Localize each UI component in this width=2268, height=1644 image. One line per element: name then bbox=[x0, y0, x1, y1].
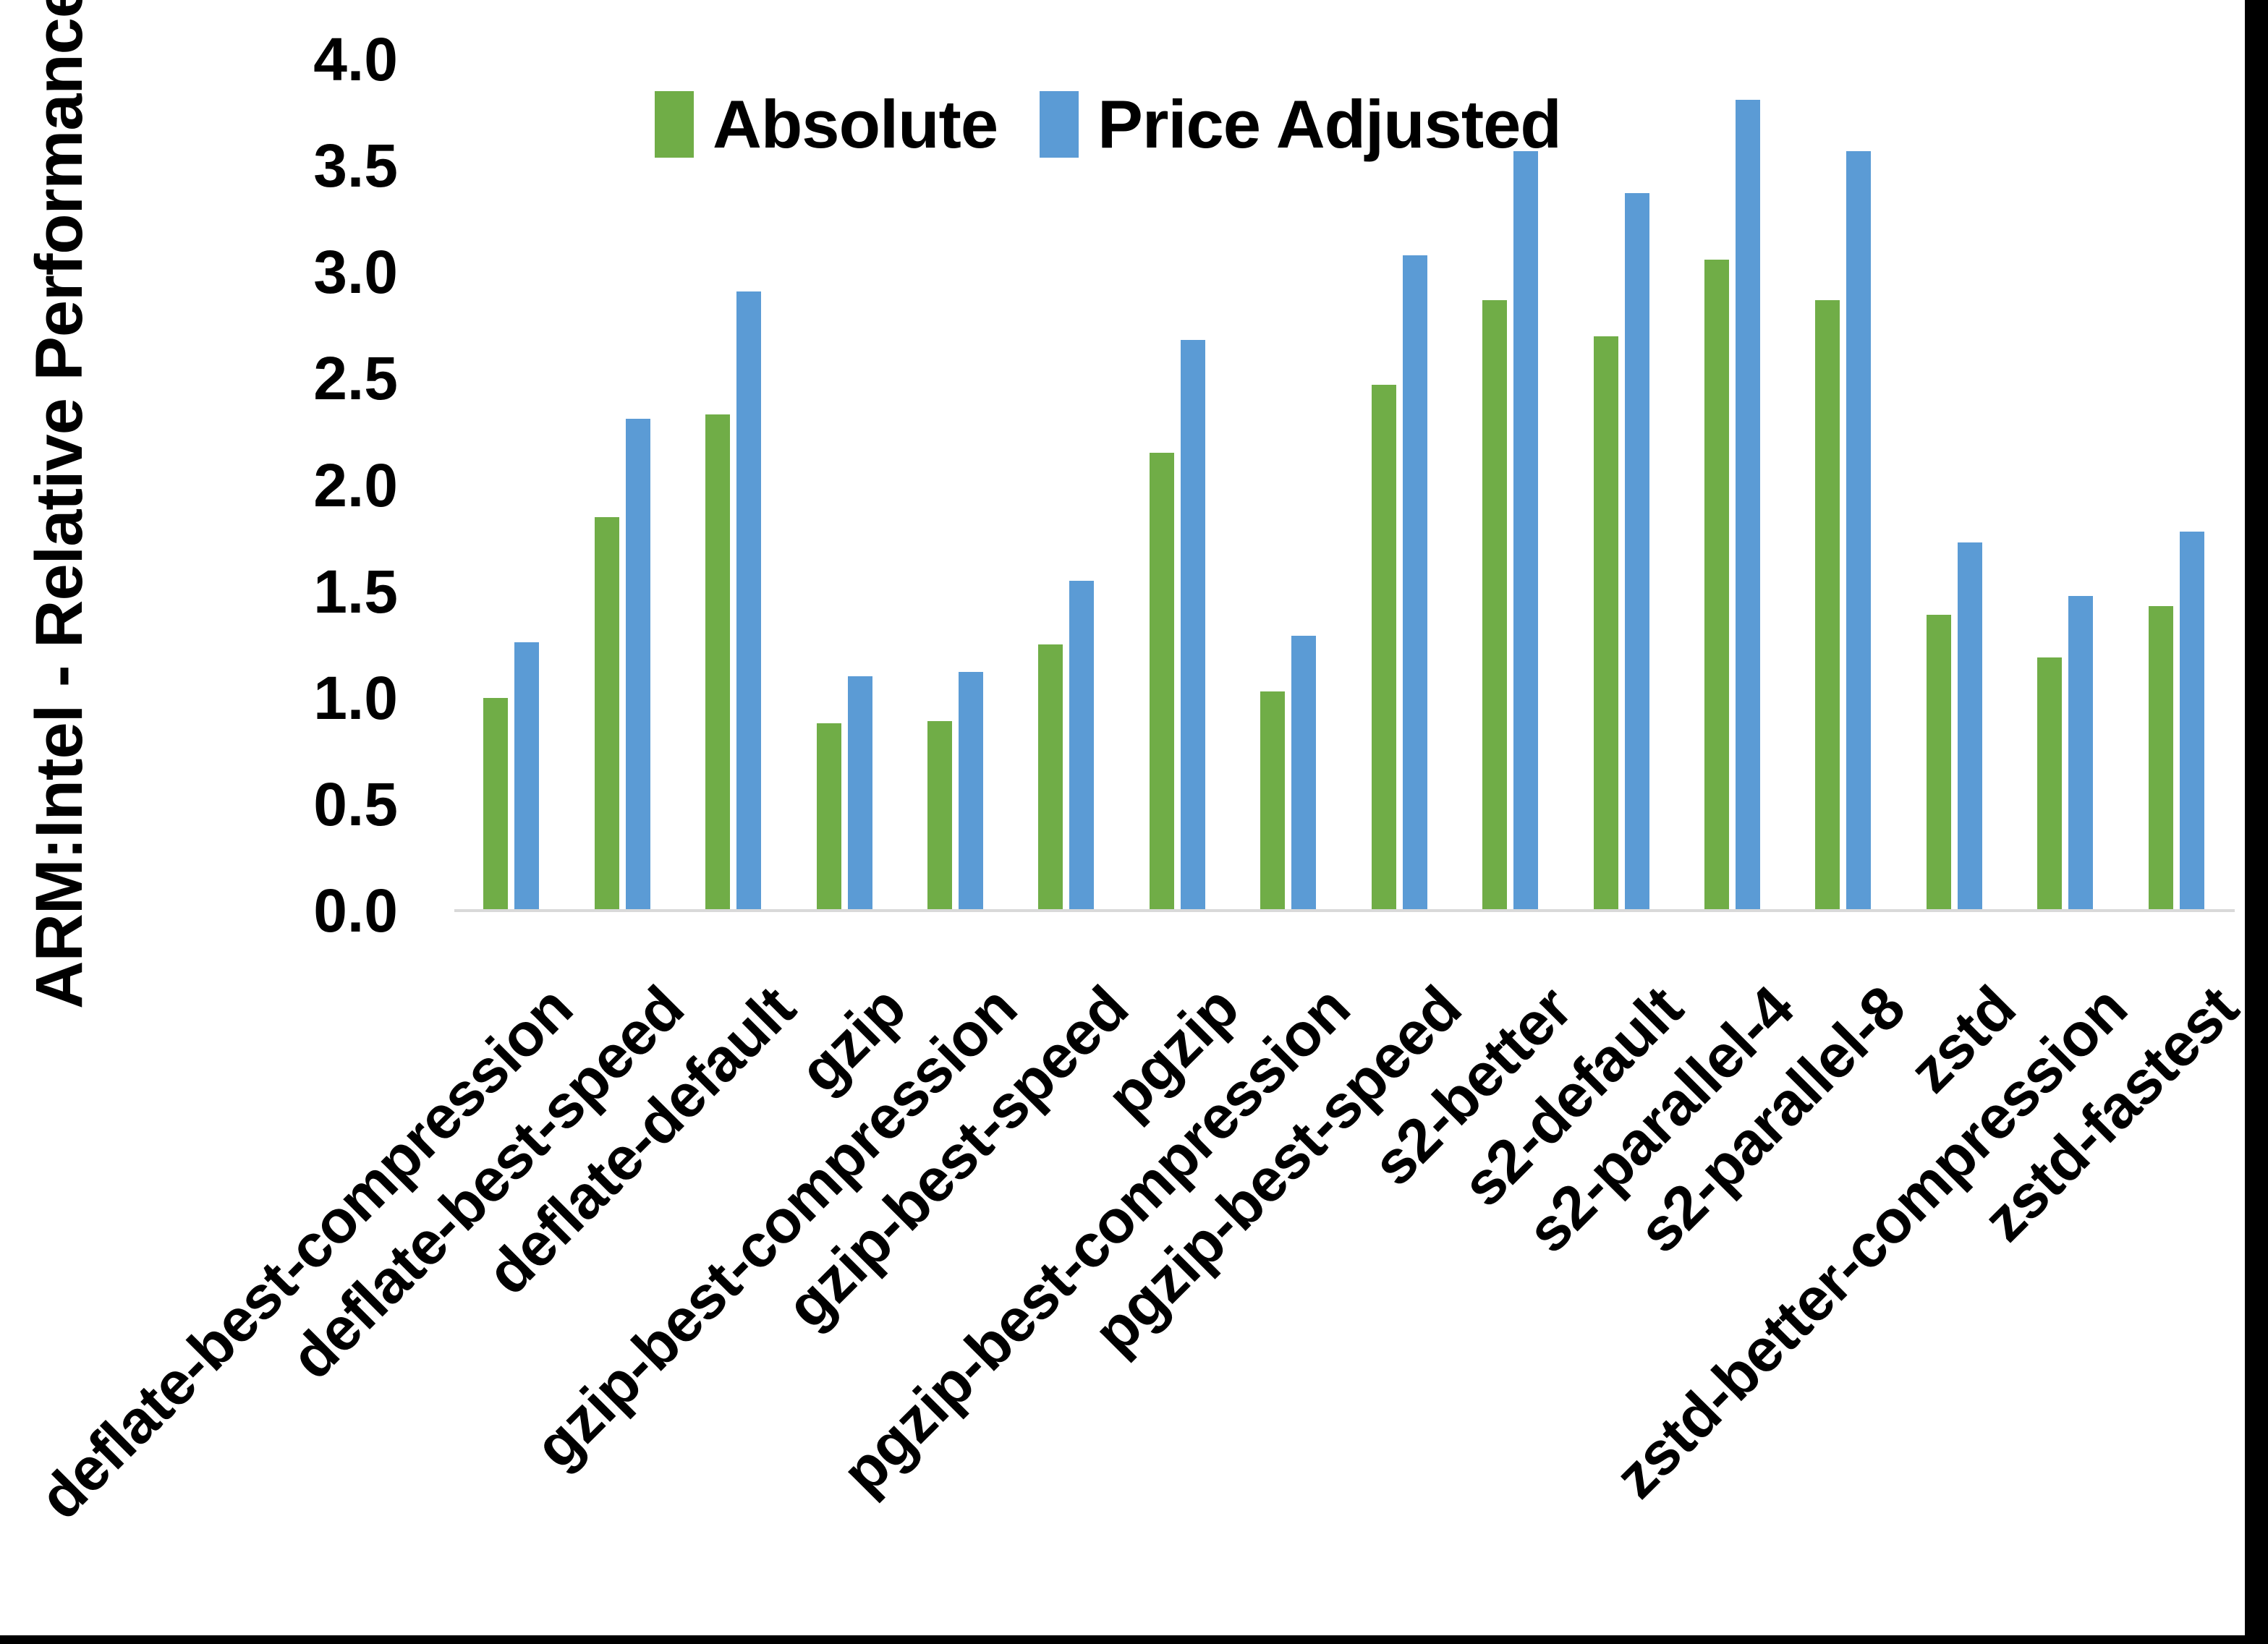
bar-price-adjusted-zstd-better-compression bbox=[2068, 595, 2094, 911]
bar-price-adjusted-s2-default bbox=[1624, 193, 1649, 911]
bar-price-adjusted-s2-parallel-4 bbox=[1736, 99, 1761, 911]
bar-price-adjusted-deflate-best-speed bbox=[625, 419, 650, 911]
bar-price-adjusted-s2-better bbox=[1513, 150, 1539, 911]
y-axis-title: ARM:Intel - Relative Performance bbox=[22, 0, 96, 1009]
bar-absolute-gzip bbox=[816, 723, 841, 911]
bar-price-adjusted-pgzip-best-speed bbox=[1402, 255, 1427, 911]
y-axis-tick-label: 2.5 bbox=[313, 344, 398, 413]
bar-price-adjusted-deflate-default bbox=[736, 291, 762, 911]
y-axis-tick-label: 3.0 bbox=[313, 238, 398, 307]
bar-absolute-s2-parallel-4 bbox=[1704, 259, 1730, 911]
y-axis-tick-label: 1.5 bbox=[313, 557, 398, 626]
bar-absolute-zstd-better-compression bbox=[2037, 657, 2063, 911]
bar-absolute-s2-better bbox=[1482, 299, 1508, 911]
bar-absolute-pgzip-best-compression bbox=[1260, 691, 1286, 911]
y-axis-tick-label: 3.5 bbox=[313, 132, 398, 200]
bar-price-adjusted-gzip bbox=[847, 676, 872, 911]
bar-price-adjusted-pgzip bbox=[1180, 340, 1205, 911]
y-axis-tick-label: 0.0 bbox=[313, 877, 398, 945]
legend-key-swatch bbox=[655, 91, 694, 158]
y-axis-tick-label: 0.5 bbox=[313, 770, 398, 838]
y-axis-tick-label: 4.0 bbox=[313, 25, 398, 93]
bar-absolute-gzip-best-speed bbox=[1038, 644, 1063, 911]
bar-absolute-zstd bbox=[1926, 614, 1951, 911]
bar-price-adjusted-gzip-best-speed bbox=[1069, 580, 1095, 911]
x-axis-line bbox=[454, 909, 2235, 912]
bar-absolute-gzip-best-compression bbox=[927, 721, 952, 911]
bar-price-adjusted-s2-parallel-8 bbox=[1846, 150, 1872, 911]
bar-price-adjusted-gzip-best-compression bbox=[958, 672, 983, 911]
screen-edge-right bbox=[2245, 0, 2268, 1644]
bar-price-adjusted-zstd bbox=[1957, 542, 1982, 911]
legend-item-price-adjusted: Price Adjusted bbox=[1040, 81, 1562, 168]
legend-label: Price Adjusted bbox=[1097, 86, 1562, 162]
bar-absolute-zstd-fastest bbox=[2148, 606, 2173, 911]
bar-absolute-deflate-default bbox=[705, 414, 731, 911]
legend-key-swatch bbox=[1040, 91, 1079, 158]
bar-price-adjusted-zstd-fastest bbox=[2179, 532, 2204, 911]
bar-absolute-pgzip-best-speed bbox=[1371, 385, 1396, 911]
screen-edge-bottom bbox=[0, 1635, 2268, 1644]
y-axis-tick-label: 1.0 bbox=[313, 663, 398, 732]
bar-absolute-s2-parallel-8 bbox=[1815, 299, 1840, 911]
legend: Absolute Price Adjusted bbox=[655, 81, 1562, 168]
bar-absolute-deflate-best-compression bbox=[483, 697, 509, 911]
bar-absolute-s2-default bbox=[1593, 336, 1618, 911]
y-axis-tick-label: 2.0 bbox=[313, 451, 398, 519]
bar-price-adjusted-pgzip-best-compression bbox=[1291, 636, 1317, 911]
bar-absolute-pgzip bbox=[1149, 453, 1174, 911]
legend-label: Absolute bbox=[713, 86, 998, 162]
legend-item-absolute: Absolute bbox=[655, 81, 998, 168]
bar-price-adjusted-deflate-best-compression bbox=[514, 642, 540, 911]
bar-absolute-deflate-best-speed bbox=[594, 516, 619, 911]
